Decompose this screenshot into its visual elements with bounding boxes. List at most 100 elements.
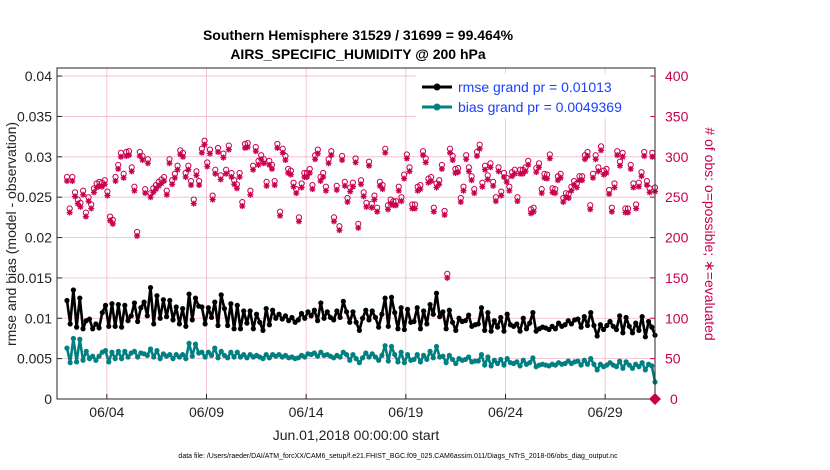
obs-evaluated-point [115, 165, 122, 172]
obs-evaluated-point [641, 152, 648, 159]
bias-point [369, 351, 375, 357]
y-tick-label: 0.03 [25, 149, 52, 165]
rmse-point [74, 324, 80, 330]
obs-evaluated-point [144, 160, 151, 167]
rmse-point [366, 317, 372, 323]
rmse-point [478, 305, 485, 311]
obs-evaluated-point [514, 198, 521, 205]
rmse-point [106, 323, 112, 329]
corner-diamond-icon [649, 393, 661, 405]
rmse-point [527, 320, 533, 326]
bias-point [613, 364, 620, 370]
obs-evaluated-point [190, 200, 197, 207]
rmse-point [462, 318, 469, 324]
rmse-point [575, 316, 581, 322]
rmse-point [67, 321, 73, 327]
rmse-point [308, 313, 314, 319]
obs-evaluated-point [193, 172, 200, 179]
rmse-point [324, 309, 330, 315]
rmse-point [350, 309, 356, 315]
obs-evaluated-point [198, 149, 205, 156]
y2-tick-label: 350 [665, 108, 689, 124]
bias-point [135, 354, 141, 360]
rmse-point [77, 295, 83, 301]
rmse-point [584, 322, 591, 329]
y-axis-left-label: rmse and bias (model - observation) [3, 122, 19, 346]
bias-point [118, 356, 125, 362]
rmse-point [302, 315, 308, 321]
obs-evaluated-point [161, 178, 168, 185]
rmse-point [122, 302, 128, 308]
bias-point [208, 352, 215, 359]
obs-evaluated-point [533, 169, 540, 176]
obs-evaluated-point [468, 177, 475, 184]
obs-evaluated-point [290, 183, 297, 190]
rmse-point [642, 334, 648, 340]
obs-evaluated-point [635, 183, 642, 190]
obs-evaluated-point [126, 152, 133, 159]
rmse-point [588, 310, 594, 316]
bias-point [64, 345, 70, 351]
obs-evaluated-point [223, 170, 230, 177]
obs-evaluated-point [128, 168, 135, 175]
rmse-point [343, 309, 350, 315]
rmse-point [379, 311, 385, 317]
bias-point [382, 343, 388, 349]
obs-evaluated-point [482, 166, 489, 173]
rmse-point [205, 305, 211, 311]
obs-evaluated-point [152, 186, 159, 193]
obs-evaluated-point [492, 198, 499, 205]
obs-evaluated-point [80, 191, 87, 198]
obs-evaluated-point [317, 178, 324, 185]
rmse-point [626, 323, 632, 329]
bias-point [520, 357, 526, 363]
bias-point [430, 355, 436, 361]
rmse-point [395, 326, 401, 332]
obs-evaluated-point [268, 165, 275, 172]
rmse-point [99, 310, 105, 316]
obs-evaluated-point [444, 274, 451, 281]
bias-point [440, 353, 446, 359]
plot-frame [56, 67, 656, 400]
y-tick-label: 0.015 [17, 270, 52, 286]
rmse-point [263, 305, 269, 312]
bias-point [517, 363, 523, 369]
rmse-point [231, 326, 237, 332]
bias-point [231, 354, 237, 360]
obs-evaluated-point [277, 212, 284, 219]
rmse-point [215, 322, 221, 329]
rmse-point [70, 287, 76, 293]
y-tick-label: 0.01 [25, 310, 52, 326]
y-tick-label: 0.02 [25, 230, 52, 246]
rmse-point [202, 321, 208, 327]
rmse-point [446, 307, 452, 313]
bias-point [363, 350, 369, 356]
bias-point [395, 359, 401, 365]
obs-evaluated-point [166, 160, 173, 167]
obs-evaluated-point [460, 187, 467, 194]
x-axis-ticks: 06/04 06/09 06/14 06/19 06/24 06/29 [89, 394, 623, 420]
obs-evaluated-point [185, 166, 192, 173]
bias-point [404, 351, 411, 358]
bias-point [74, 359, 80, 365]
y-tick-label: 0.005 [17, 351, 52, 367]
bias-point [478, 351, 485, 358]
rmse-point [504, 311, 510, 317]
rmse-point [86, 316, 93, 322]
bias-point [379, 352, 385, 359]
bias-point [109, 349, 115, 355]
rmse-point [160, 297, 166, 303]
obs-evaluated-point [260, 160, 267, 167]
y2-tick-label: 50 [665, 351, 681, 367]
rmse-point [453, 327, 459, 333]
obs-evaluated-point [274, 144, 281, 151]
rmse-point [610, 323, 616, 329]
x-tick-label: 06/24 [488, 404, 523, 420]
bias-point [427, 348, 433, 354]
obs-evaluated-point [473, 152, 480, 159]
rmse-point [475, 321, 481, 327]
rmse-point [237, 326, 244, 332]
bias-point [318, 349, 324, 355]
bias-point [125, 354, 131, 360]
bias-point [347, 357, 353, 363]
